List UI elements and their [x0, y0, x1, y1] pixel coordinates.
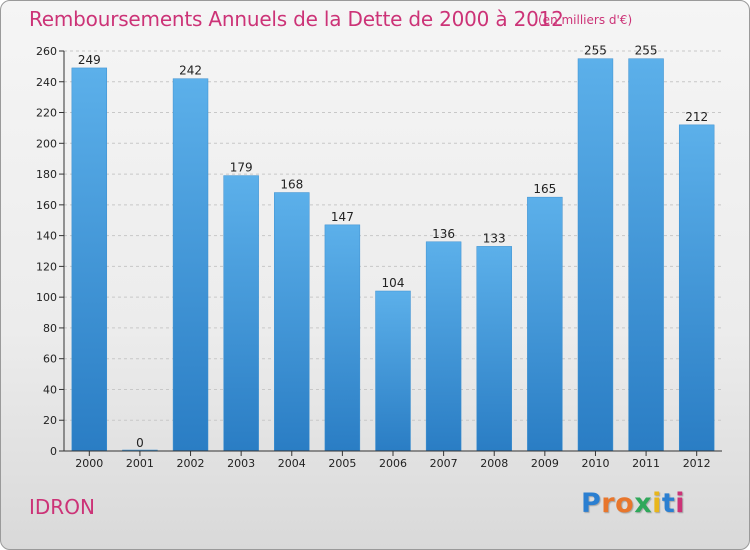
logo-letter: i: [652, 488, 662, 519]
y-tick-label: 120: [36, 260, 57, 273]
logo-letter: r: [601, 488, 616, 519]
x-tick-label-2000: 2000: [75, 457, 103, 470]
bar-2002: [172, 78, 209, 452]
y-tick-label: 240: [36, 76, 57, 89]
y-tick-label: 160: [36, 199, 57, 212]
bar-2004: [274, 192, 310, 452]
y-tick-label: 40: [43, 383, 57, 396]
x-tick-label-2001: 2001: [126, 457, 154, 470]
y-tick-label: 140: [36, 230, 57, 243]
bar-2000: [71, 67, 108, 452]
y-tick-label: 80: [43, 322, 57, 335]
chart-unit: (en milliers d'€): [538, 13, 633, 27]
x-tick-label-2012: 2012: [683, 457, 711, 470]
y-tick-label: 260: [36, 45, 57, 58]
logo-letter: x: [634, 488, 653, 519]
y-tick-label: 200: [36, 137, 57, 150]
value-label-2004: 168: [280, 178, 303, 192]
bar-2009: [527, 196, 563, 452]
value-label-2012: 212: [685, 110, 708, 124]
logo-letter: P: [581, 488, 602, 519]
bar-2008: [476, 246, 512, 452]
bar-2006: [375, 290, 411, 452]
value-label-2006: 104: [382, 276, 405, 290]
value-label-2003: 179: [230, 161, 253, 175]
bar-2003: [223, 175, 259, 452]
value-label-2007: 136: [432, 227, 455, 241]
x-tick-label-2005: 2005: [328, 457, 356, 470]
value-label-2011: 255: [635, 44, 658, 58]
bar-2011: [628, 58, 664, 452]
bar-2005: [324, 224, 361, 452]
proxiti-logo: Proxiti: [581, 488, 685, 519]
commune-name: IDRON: [29, 495, 95, 519]
logo-letter: t: [661, 488, 676, 519]
x-tick-label-2010: 2010: [581, 457, 609, 470]
y-tick-label: 180: [36, 168, 57, 181]
y-tick-label: 60: [43, 353, 57, 366]
x-tick-label-2006: 2006: [379, 457, 407, 470]
value-label-2005: 147: [331, 210, 354, 224]
x-tick-label-2011: 2011: [632, 457, 660, 470]
bar-2010: [577, 58, 614, 452]
logo-letter: i: [675, 488, 686, 519]
x-tick-label-2007: 2007: [430, 457, 458, 470]
x-tick-label-2008: 2008: [480, 457, 508, 470]
chart-title: Remboursements Annuels de la Dette de 20…: [29, 7, 564, 31]
x-tick-label-2009: 2009: [531, 457, 559, 470]
y-tick-label: 0: [50, 445, 57, 458]
value-label-2010: 255: [584, 44, 607, 58]
logo-letter: o: [615, 488, 635, 519]
y-tick-label: 20: [43, 414, 57, 427]
x-tick-label-2003: 2003: [227, 457, 255, 470]
value-label-2000: 249: [78, 53, 101, 67]
bar-2007: [425, 241, 462, 452]
y-tick-label: 220: [36, 107, 57, 120]
value-label-2002: 242: [179, 64, 202, 78]
x-tick-label-2002: 2002: [177, 457, 205, 470]
y-tick-label: 100: [36, 291, 57, 304]
value-label-2009: 165: [533, 182, 556, 196]
x-tick-label-2004: 2004: [278, 457, 306, 470]
value-label-2008: 133: [483, 231, 506, 245]
value-label-2001: 0: [136, 436, 144, 450]
bar-2012: [678, 124, 715, 452]
